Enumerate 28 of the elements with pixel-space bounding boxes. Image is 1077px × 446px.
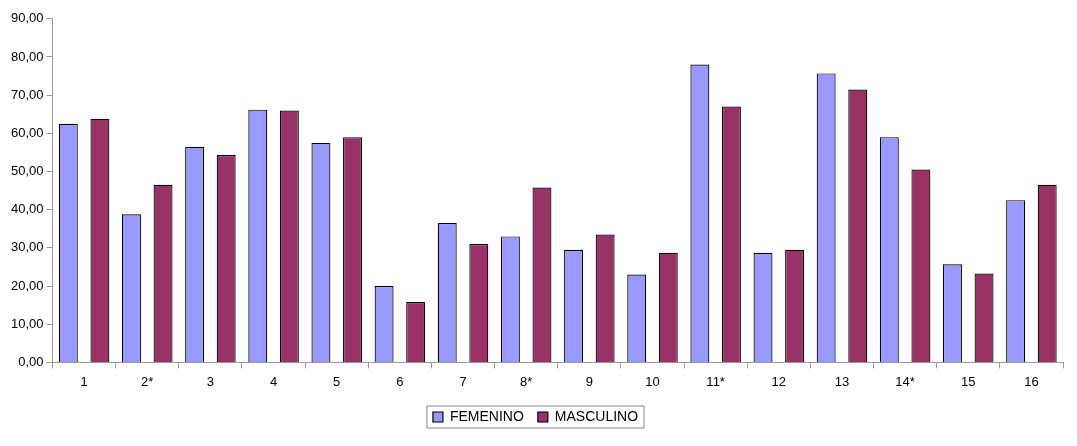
x-tick-label: 3 bbox=[206, 373, 215, 389]
x-tick-label: 2* bbox=[141, 373, 154, 389]
y-tick-label: 30,00 bbox=[10, 239, 44, 255]
y-tick-label: 10,00 bbox=[10, 315, 44, 331]
x-tick-label: 9 bbox=[585, 373, 593, 389]
legend-label: MASCULINO bbox=[554, 407, 639, 424]
x-tick-label: 1 bbox=[80, 373, 88, 389]
x-tick-label: 6 bbox=[396, 373, 404, 389]
x-tick-label: 14* bbox=[895, 373, 915, 389]
y-tick-label: 20,00 bbox=[10, 277, 44, 293]
x-tick-label: 16 bbox=[1024, 373, 1039, 389]
x-tick-label: 7 bbox=[459, 373, 467, 389]
x-tick-label: 8* bbox=[520, 373, 533, 389]
x-tick-label: 11* bbox=[706, 373, 725, 389]
y-tick-label: 50,00 bbox=[10, 163, 44, 179]
x-tick-label: 5 bbox=[333, 373, 341, 389]
y-tick-label: 60,00 bbox=[10, 124, 44, 140]
x-tick-label: 15 bbox=[961, 373, 976, 389]
y-tick-label: 90,00 bbox=[10, 10, 44, 26]
y-tick-label: 80,00 bbox=[10, 48, 44, 64]
x-tick-label: 4 bbox=[269, 373, 278, 389]
legend-label: FEMENINO bbox=[449, 407, 524, 424]
y-tick-label: 0,00 bbox=[18, 353, 44, 369]
y-tick-label: 40,00 bbox=[10, 201, 44, 217]
x-tick-label: 10 bbox=[645, 373, 660, 389]
y-tick-label: 70,00 bbox=[10, 86, 44, 102]
x-tick-label: 13 bbox=[834, 373, 850, 389]
x-tick-label: 12 bbox=[771, 373, 787, 389]
